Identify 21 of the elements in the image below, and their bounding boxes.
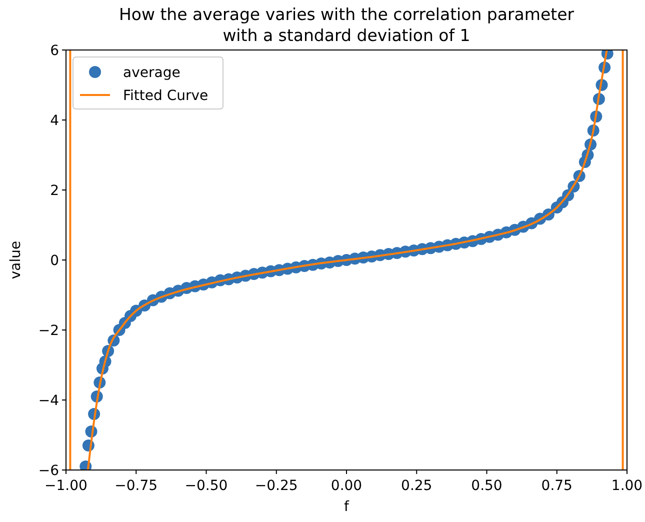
x-axis-title: f — [344, 499, 350, 515]
y-tick-label: −6 — [38, 463, 60, 479]
y-tick-label: −2 — [38, 323, 59, 339]
y-tick-label: 0 — [50, 253, 59, 269]
x-tick-label: 1.00 — [611, 478, 643, 494]
y-tick-label: −4 — [38, 393, 60, 409]
y-tick-label: 2 — [50, 183, 59, 199]
x-tick-label: 0.00 — [330, 478, 362, 494]
y-tick-label: 4 — [50, 113, 60, 129]
y-tick-label: 6 — [50, 43, 60, 59]
x-tick-label: 0.75 — [541, 478, 572, 494]
legend-label: Fitted Curve — [123, 88, 208, 104]
x-tick-label: −0.50 — [184, 478, 228, 494]
x-tick-label: 0.50 — [471, 478, 502, 494]
chart-title: How the average varies with the correlation parameter with a standard deviation of 1 — [118, 5, 574, 45]
x-tick-label: 0.25 — [401, 478, 432, 494]
x-tick-label: −0.25 — [254, 478, 298, 494]
y-axis-title: value — [8, 240, 24, 280]
x-tick-label: −1.00 — [44, 478, 88, 494]
x-tick-label: −0.75 — [114, 478, 158, 494]
legend-label: average — [123, 65, 180, 81]
